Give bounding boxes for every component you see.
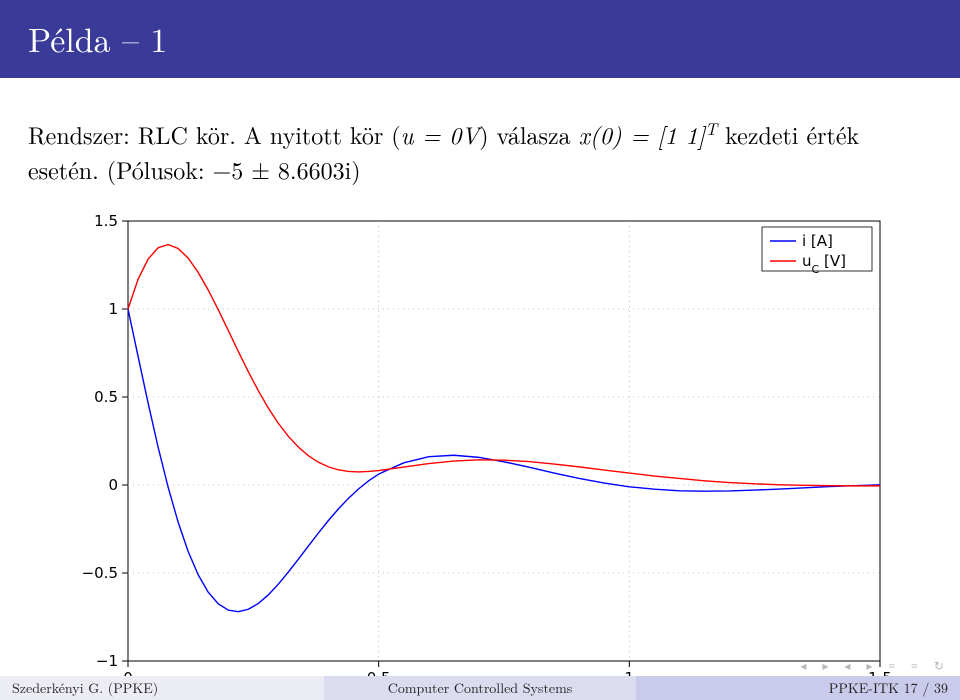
svg-text:1: 1 (108, 300, 118, 318)
description-paragraph: Rendszer: RLC kör. A nyitott kör (u = 0V… (28, 116, 932, 187)
response-chart: 00.511.5−1−0.500.511.5idö [s]i [A]uC [V] (70, 211, 890, 697)
para-mid1: ) válasza (479, 117, 578, 151)
slide-title: Példa – 1 (0, 0, 960, 78)
footer-center: Computer Controlled Systems (324, 676, 636, 700)
footer: Szederkényi G. (PPKE) Computer Controlle… (0, 676, 960, 700)
nav-symbols: ◂ ▸ ◂ ▸ ≡ ≡ ↻ (800, 657, 950, 674)
para-poles: −5 ± 8.6603i (213, 152, 352, 186)
svg-text:−1: −1 (96, 652, 118, 670)
svg-text:0.5: 0.5 (94, 388, 118, 406)
svg-text:1.5: 1.5 (94, 212, 118, 230)
para-end: ) (351, 152, 360, 186)
svg-text:i [A]: i [A] (802, 232, 833, 250)
para-sup: T (705, 116, 717, 140)
para-pre: Rendszer: RLC kör. A nyitott kör ( (28, 117, 401, 151)
footer-left: Szederkényi G. (PPKE) (0, 676, 324, 700)
chart-svg: 00.511.5−1−0.500.511.5idö [s]i [A]uC [V] (70, 211, 890, 697)
svg-text:−0.5: −0.5 (82, 564, 118, 582)
svg-text:0: 0 (108, 476, 118, 494)
para-u-eq: u = 0V (401, 117, 480, 151)
footer-right: PPKE-ITK 17 / 39 (636, 676, 960, 700)
para-x0: x(0) = [1 1] (579, 117, 705, 151)
